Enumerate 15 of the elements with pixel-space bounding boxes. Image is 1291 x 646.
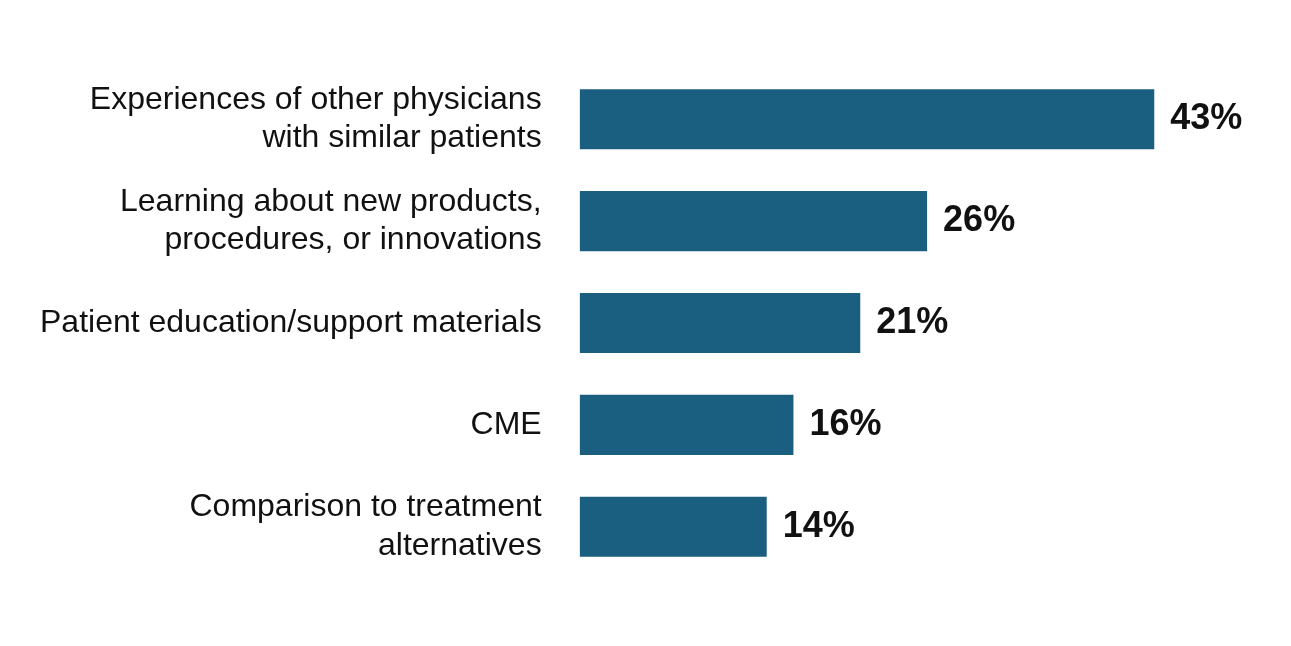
data-label: 16% [809,401,882,443]
y-tick-label: CME [470,404,542,441]
bar [579,496,767,557]
bar [579,292,861,354]
data-label: 26% [943,198,1016,240]
y-tick-label: Patient education/support materials [40,302,542,339]
data-label: 14% [782,503,855,545]
bar [579,89,1155,150]
data-label: 43% [1170,96,1243,138]
y-tick-label: Learning about new products, procedures, or innovations [120,181,542,257]
bar [579,394,794,455]
y-tick-label: Experiences of other physicians with similar patients [89,79,542,155]
data-label: 21% [876,299,949,341]
y-tick-label: Comparison to treatment alternatives [189,487,542,562]
bar [579,191,928,252]
